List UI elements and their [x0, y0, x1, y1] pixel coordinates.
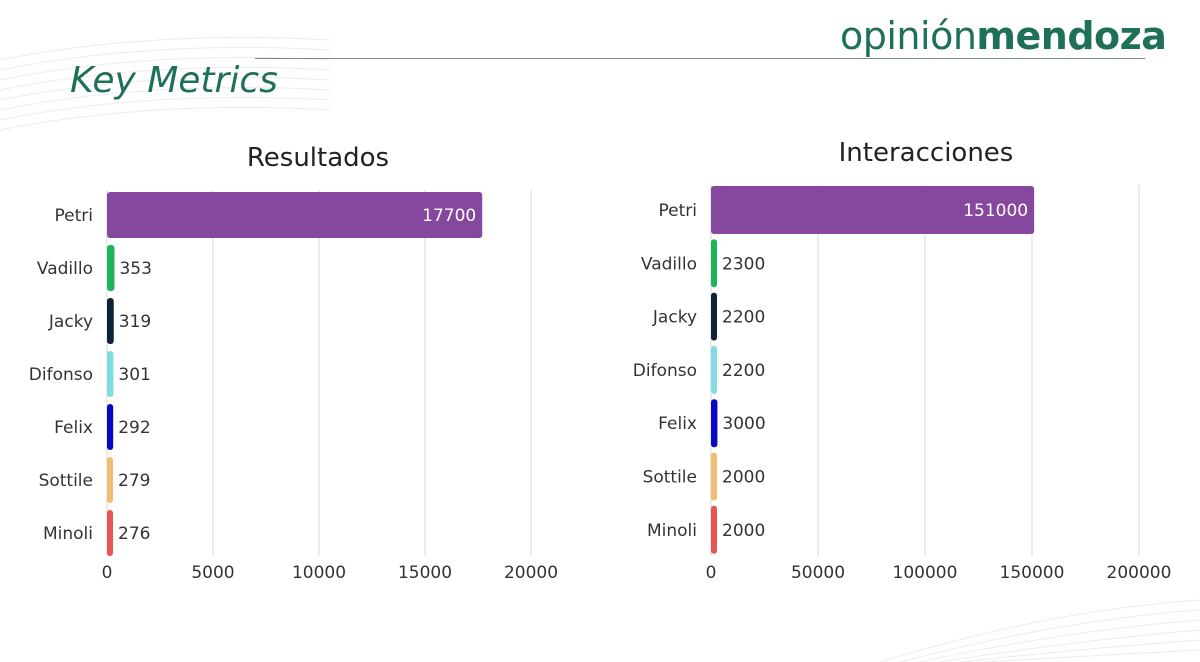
chart-2: Interacciones 0 50000 100000 150000 200000 Pet… [633, 138, 1172, 583]
bar-vadillo [107, 245, 115, 291]
brand-logo: opiniónmendoza [840, 14, 1167, 58]
data-label: 151000 [963, 201, 1028, 221]
bar-sottile [107, 457, 113, 503]
page-title: Key Metrics [70, 60, 278, 101]
chart-title: Resultados [247, 143, 389, 173]
bar-sottile [711, 452, 717, 501]
x-tick-label: 15000 [398, 563, 452, 583]
bar-felix [711, 399, 718, 448]
bar-jacky [711, 292, 717, 341]
category-label: Petri [659, 201, 697, 221]
x-tick-label: 50000 [791, 563, 845, 583]
x-tick-label: 5000 [191, 563, 234, 583]
category-label: Vadillo [641, 254, 697, 274]
bar-difonso [107, 351, 114, 397]
bar-jacky [107, 298, 114, 344]
data-label: 292 [118, 418, 150, 438]
category-label: Petri [55, 206, 93, 226]
category-label: Felix [658, 414, 697, 434]
data-label: 276 [118, 524, 150, 544]
bar-felix [107, 404, 114, 450]
x-tick-label: 0 [706, 563, 717, 583]
category-label: Minoli [43, 524, 93, 544]
data-label: 2000 [722, 521, 765, 541]
bar-petri [107, 192, 483, 238]
chart-1: Resultados 0 5000 10000 15000 20000 Petri 17700… [29, 143, 558, 583]
category-label: Felix [54, 418, 93, 438]
category-label: Minoli [647, 521, 697, 541]
x-tick-label: 0 [102, 563, 113, 583]
data-label: 2200 [722, 361, 765, 381]
data-label: 2000 [722, 468, 765, 488]
category-label: Difonso [633, 361, 697, 381]
logo-text-bold: mendoza [976, 14, 1167, 58]
category-label: Jacky [48, 312, 93, 332]
data-label: 2300 [722, 254, 765, 274]
bar-difonso [711, 345, 717, 394]
x-tick-label: 150000 [1000, 563, 1065, 583]
chart-title: Interacciones [839, 138, 1014, 168]
data-label: 301 [118, 365, 150, 385]
category-label: Jacky [652, 308, 697, 328]
category-label: Difonso [29, 365, 93, 385]
logo-text-light: opinión [840, 14, 977, 58]
data-label: 2200 [722, 308, 765, 328]
data-label: 319 [119, 312, 151, 332]
data-label: 3000 [722, 414, 765, 434]
x-tick-label: 200000 [1107, 563, 1172, 583]
data-label: 17700 [422, 206, 476, 226]
bar-petri [711, 186, 1035, 234]
data-label: 353 [119, 259, 151, 279]
data-label: 279 [118, 471, 150, 491]
header-divider [255, 58, 1145, 59]
bar-minoli [107, 510, 113, 556]
x-tick-label: 100000 [893, 563, 958, 583]
category-label: Sottile [39, 471, 93, 491]
bar-vadillo [711, 239, 717, 288]
x-tick-label: 20000 [504, 563, 558, 583]
category-label: Vadillo [37, 259, 93, 279]
x-tick-label: 10000 [292, 563, 346, 583]
bar-minoli [711, 505, 717, 554]
category-label: Sottile [643, 468, 697, 488]
